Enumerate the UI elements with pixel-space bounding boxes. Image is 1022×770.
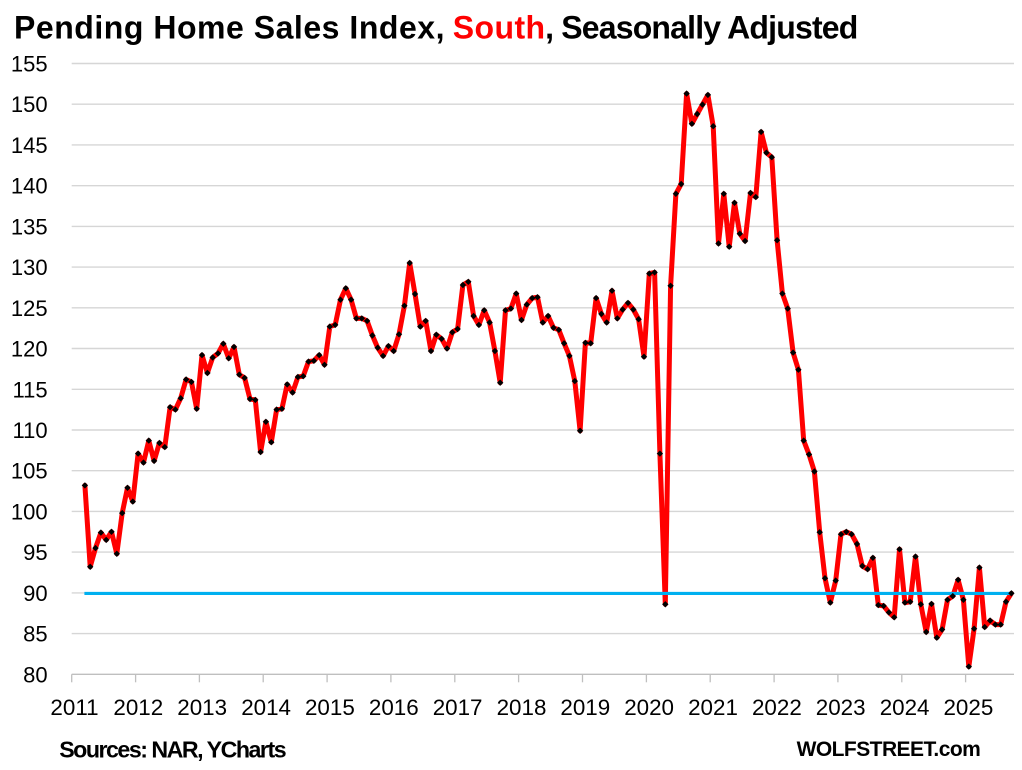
svg-text:90: 90 bbox=[23, 581, 47, 606]
svg-text:2022: 2022 bbox=[752, 695, 802, 720]
svg-text:2020: 2020 bbox=[624, 695, 674, 720]
svg-text:125: 125 bbox=[11, 296, 48, 321]
svg-text:115: 115 bbox=[13, 377, 48, 402]
svg-text:150: 150 bbox=[11, 92, 48, 117]
svg-text:85: 85 bbox=[23, 622, 47, 647]
svg-text:130: 130 bbox=[11, 255, 48, 280]
svg-text:2013: 2013 bbox=[177, 695, 227, 720]
svg-text:WOLFSTREET.com: WOLFSTREET.com bbox=[797, 738, 981, 761]
svg-text:Sources: NAR, YCharts: Sources: NAR, YCharts bbox=[59, 736, 286, 762]
svg-text:2018: 2018 bbox=[497, 695, 547, 720]
svg-text:2014: 2014 bbox=[241, 695, 291, 720]
svg-text:2017: 2017 bbox=[433, 695, 483, 720]
svg-text:155: 155 bbox=[11, 52, 48, 77]
svg-text:Pending Home Sales Index,: Pending Home Sales Index, bbox=[14, 10, 445, 46]
svg-text:, Seasonally Adjusted: , Seasonally Adjusted bbox=[545, 10, 858, 46]
svg-text:2012: 2012 bbox=[113, 695, 163, 720]
svg-text:2011: 2011 bbox=[50, 695, 98, 720]
svg-text:100: 100 bbox=[11, 499, 48, 524]
svg-text:South: South bbox=[453, 10, 545, 46]
svg-text:140: 140 bbox=[11, 174, 48, 199]
svg-text:2015: 2015 bbox=[305, 695, 355, 720]
svg-text:2023: 2023 bbox=[816, 695, 866, 720]
svg-text:95: 95 bbox=[23, 540, 47, 565]
svg-text:2021: 2021 bbox=[688, 695, 738, 720]
svg-text:2019: 2019 bbox=[560, 695, 610, 720]
svg-text:135: 135 bbox=[11, 214, 48, 239]
svg-text:105: 105 bbox=[11, 459, 48, 484]
svg-text:110: 110 bbox=[13, 418, 48, 443]
svg-text:2025: 2025 bbox=[943, 695, 993, 720]
svg-text:2024: 2024 bbox=[880, 695, 930, 720]
svg-text:80: 80 bbox=[23, 662, 47, 687]
svg-text:120: 120 bbox=[11, 337, 48, 362]
svg-text:2016: 2016 bbox=[369, 695, 419, 720]
svg-text:145: 145 bbox=[11, 133, 48, 158]
